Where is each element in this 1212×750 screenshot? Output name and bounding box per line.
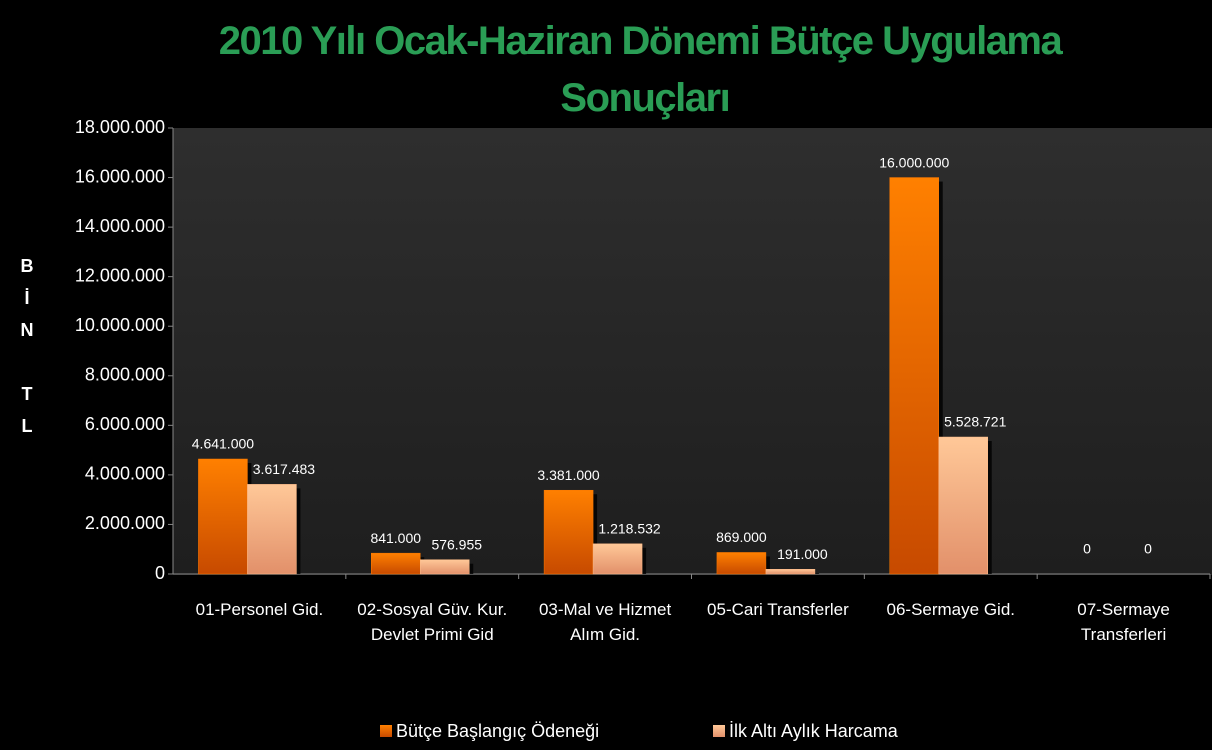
bar — [938, 436, 988, 575]
x-tick-label: 06-Sermaye Gid. — [886, 600, 1016, 619]
bar — [716, 552, 767, 575]
bar — [765, 569, 816, 575]
x-tick-label: 05-Cari Transferler — [707, 600, 849, 619]
y-tick-label: 10.000.000 — [75, 315, 165, 335]
legend-swatch — [380, 725, 392, 737]
bar — [543, 489, 594, 575]
y-tick-label: 16.000.000 — [75, 166, 165, 186]
y-tick-label: 0 — [155, 563, 165, 583]
y-tick-label: 6.000.000 — [85, 414, 165, 434]
value-label: 3.381.000 — [537, 467, 599, 483]
y-tick-label: 18.000.000 — [75, 117, 165, 137]
y-tick-label: 2.000.000 — [85, 513, 165, 533]
legend-label: Bütçe Başlangıç Ödeneği — [396, 721, 599, 741]
x-tick-label: 02-Sosyal Güv. Kur. Devlet Primi Gid — [357, 600, 508, 644]
value-label: 869.000 — [716, 529, 767, 545]
value-label: 841.000 — [370, 530, 421, 546]
value-label: 3.617.483 — [253, 461, 315, 477]
y-tick-label: 14.000.000 — [75, 216, 165, 236]
value-label: 5.528.721 — [944, 414, 1006, 430]
bar — [592, 543, 643, 575]
bar — [371, 552, 421, 575]
x-tick-label: 03-Mal ve Hizmet Alım Gid. — [538, 600, 672, 644]
y-tick-label: 12.000.000 — [75, 265, 165, 285]
legend-label: İlk Altı Aylık Harcama — [729, 721, 899, 741]
bar — [198, 458, 248, 575]
value-label: 576.955 — [431, 536, 482, 552]
y-tick-label: 4.000.000 — [85, 464, 165, 484]
bar — [420, 559, 470, 575]
chart-title: 2010 Yılı Ocak-Haziran Dönemi Bütçe Uygu… — [219, 19, 1064, 120]
value-label: 0 — [1144, 541, 1152, 557]
legend-swatch — [713, 725, 725, 737]
value-label: 0 — [1083, 541, 1091, 557]
value-label: 1.218.532 — [598, 521, 660, 537]
bar — [247, 484, 297, 575]
value-label: 16.000.000 — [879, 154, 949, 170]
value-label: 4.641.000 — [192, 436, 254, 452]
x-tick-label: 01-Personel Gid. — [195, 600, 324, 619]
x-tick-label: 07-Sermaye Transferleri — [1077, 600, 1170, 644]
plot-area — [173, 128, 1212, 575]
value-label: 191.000 — [777, 546, 828, 562]
y-tick-label: 8.000.000 — [85, 365, 165, 385]
bar — [889, 177, 939, 575]
